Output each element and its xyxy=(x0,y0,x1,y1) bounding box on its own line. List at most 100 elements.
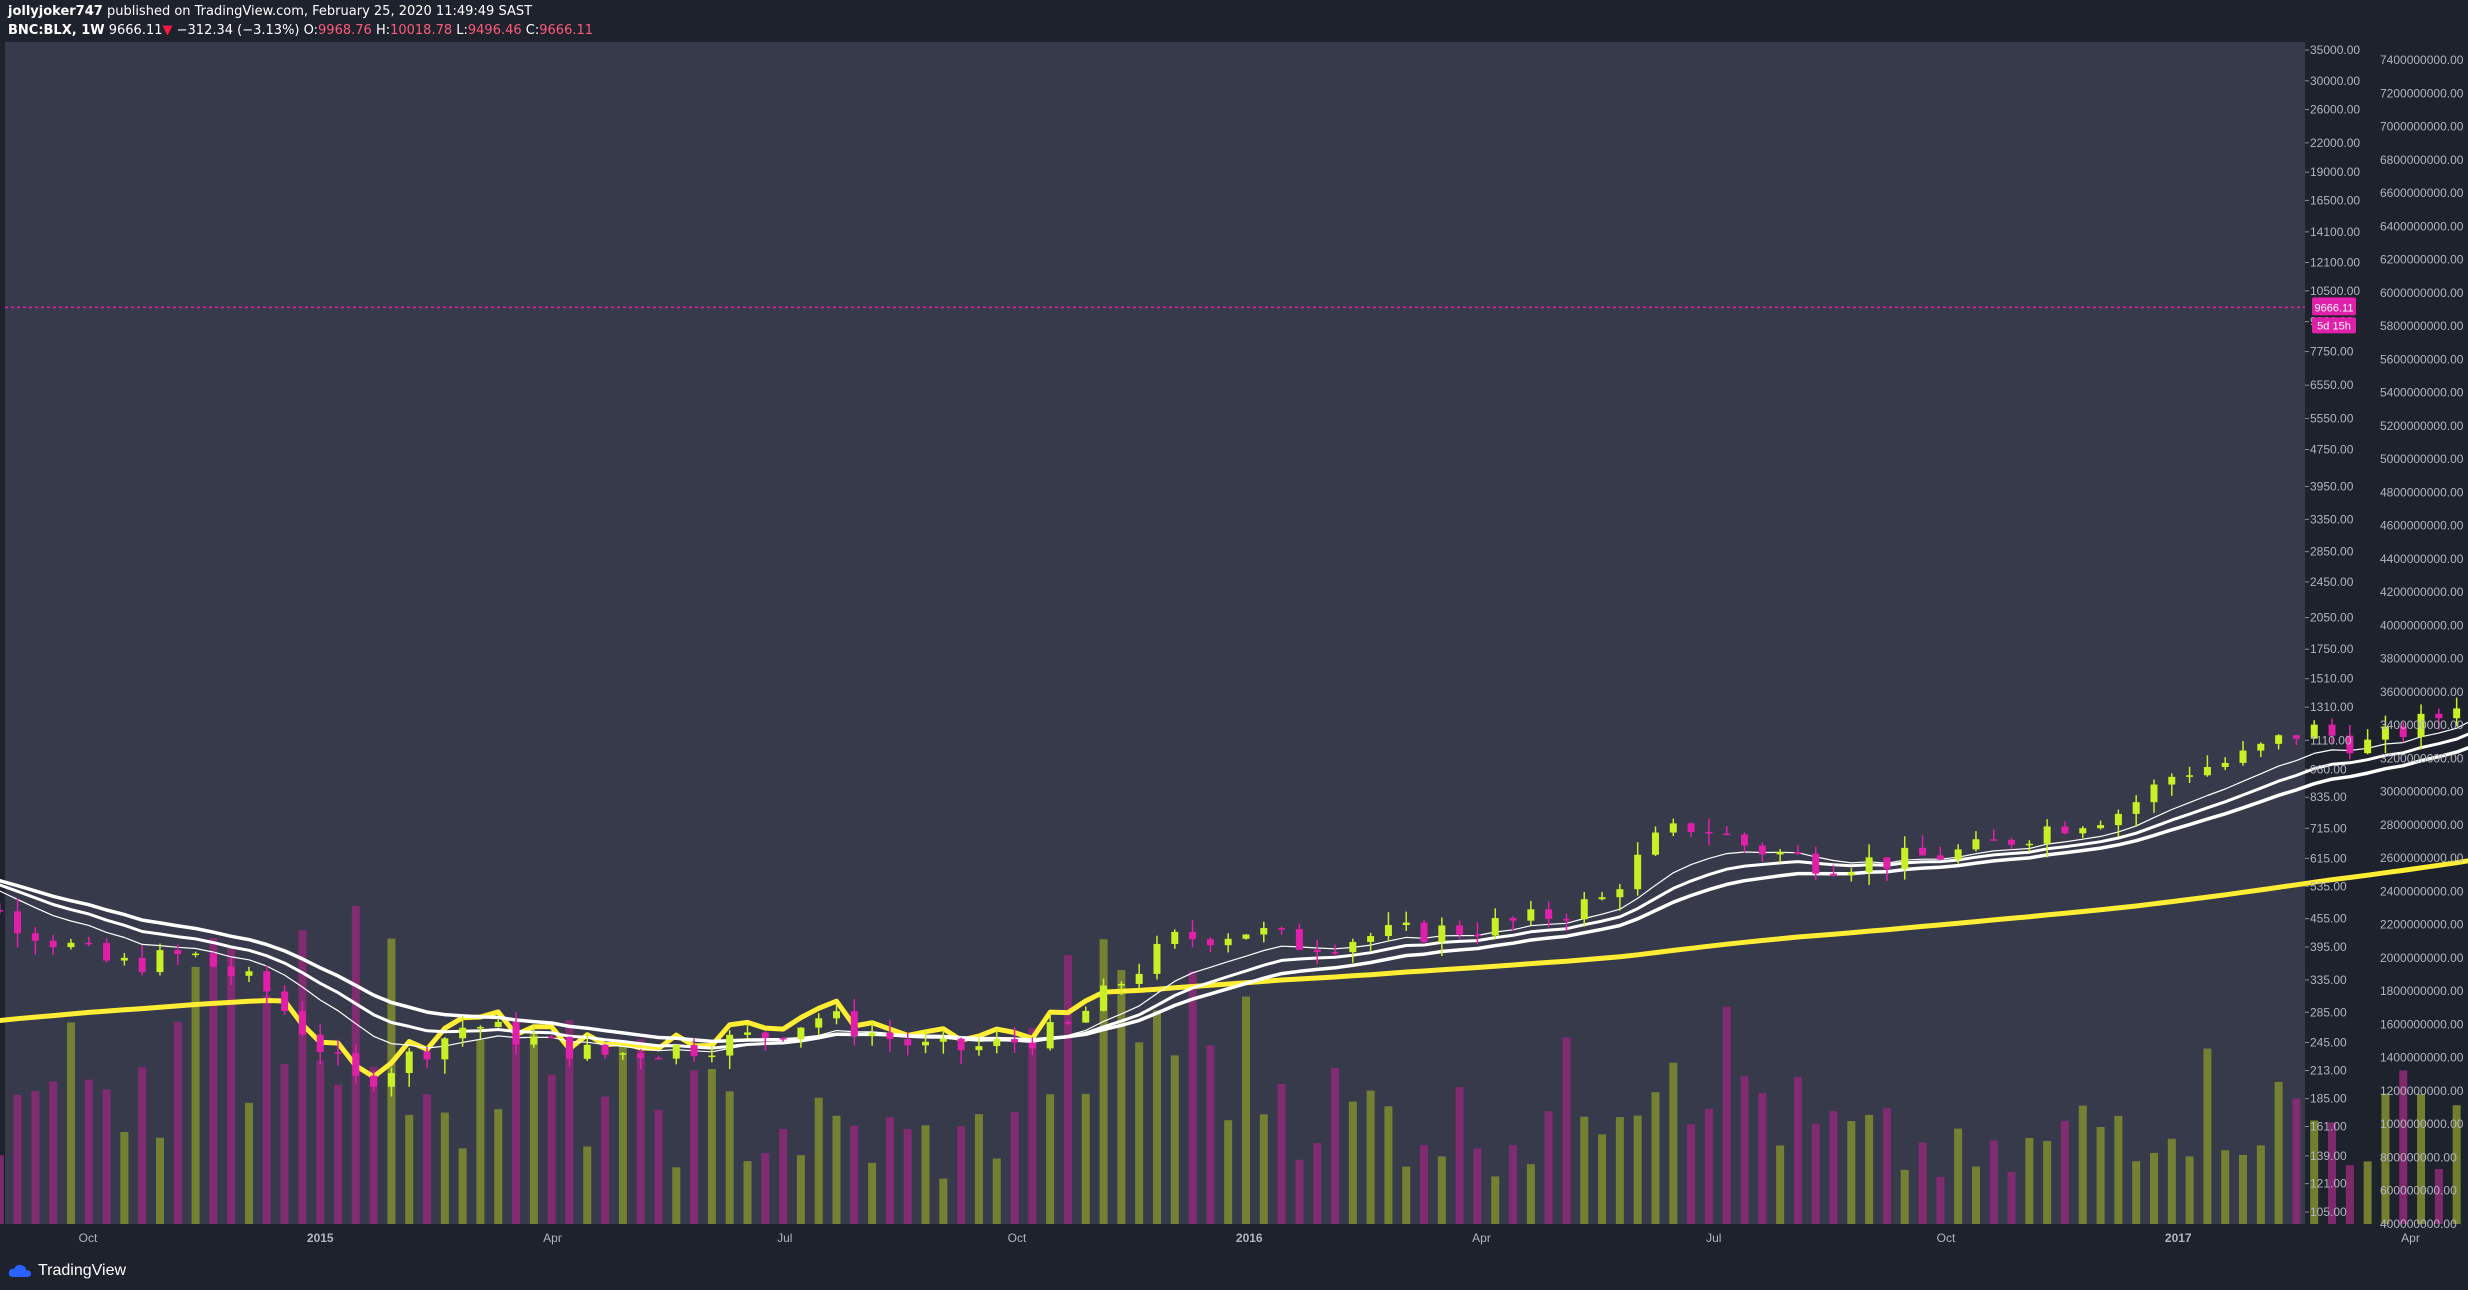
price-tick-label: 161.00 xyxy=(2310,1119,2347,1133)
candle-body xyxy=(654,1057,662,1060)
candle-body xyxy=(14,911,22,934)
price-tick-label: 10500.00 xyxy=(2310,284,2360,298)
volume-bar xyxy=(2328,1122,2337,1224)
close-value: 9666.11 xyxy=(539,23,594,38)
volume-bar xyxy=(1544,1111,1553,1224)
candle-body xyxy=(957,1038,965,1051)
candle-body xyxy=(868,1032,876,1037)
candle-body xyxy=(708,1055,716,1058)
time-tick-label: Oct xyxy=(1937,1231,1956,1245)
volume-bar xyxy=(1633,1115,1642,1224)
low-label: L: xyxy=(456,23,468,38)
volume-bar xyxy=(1010,1111,1019,1224)
candle-body xyxy=(1545,909,1553,920)
candle-body xyxy=(2435,713,2443,719)
volume-bar xyxy=(1758,1092,1767,1224)
candle-body xyxy=(2257,743,2265,751)
price-tick-label: 19000.00 xyxy=(2310,165,2360,179)
volume-bar xyxy=(903,1129,912,1224)
candle-body xyxy=(2328,724,2336,736)
volume-bar xyxy=(31,1091,40,1224)
volume-bar xyxy=(707,1068,716,1224)
time-tick-label: Apr xyxy=(2401,1231,2420,1245)
candle-body xyxy=(2453,708,2461,719)
volume-bar xyxy=(191,966,200,1224)
candle-body xyxy=(548,1036,556,1039)
candle-body xyxy=(886,1032,894,1040)
volume-bar xyxy=(13,1094,22,1224)
price-tick-label: 6550.00 xyxy=(2310,378,2354,392)
price-axis-labels: 35000.00 30000.00 26000.00 22000.00 19000.00… xyxy=(2305,43,2464,1231)
candle-body xyxy=(1367,936,1375,942)
candle-body xyxy=(1278,928,1286,930)
volume-bar xyxy=(155,1137,164,1224)
time-tick-label: 2015 xyxy=(307,1231,334,1245)
candle-body xyxy=(1046,1022,1054,1049)
volume-bar xyxy=(814,1097,823,1224)
candle-body xyxy=(1491,918,1499,936)
volume-bar xyxy=(280,1064,289,1224)
candle-body xyxy=(512,1021,520,1045)
volume-bar xyxy=(1509,1145,1518,1224)
volume-bar xyxy=(244,1102,253,1224)
volume-tick-label: 800000000.00 xyxy=(2380,1150,2457,1164)
volume-bar xyxy=(1526,1164,1535,1224)
candle-body xyxy=(281,991,289,1012)
time-scale[interactable] xyxy=(0,1224,2468,1252)
volume-bar xyxy=(138,1067,147,1224)
badge-price-text: 9666.11 xyxy=(2315,302,2354,314)
candle-body xyxy=(2292,735,2300,739)
candle-body xyxy=(1990,839,1998,841)
candle-body xyxy=(1758,845,1766,855)
volume-bar xyxy=(120,1132,129,1224)
volume-bar xyxy=(102,1089,111,1224)
candle-body xyxy=(1669,823,1677,833)
volume-bar xyxy=(1099,939,1108,1224)
candle-body xyxy=(85,942,93,945)
volume-bar xyxy=(743,1161,752,1224)
price-tick-label: 139.00 xyxy=(2310,1149,2347,1163)
ma-fast-line xyxy=(0,746,2468,1044)
author-name[interactable]: jollyjoker747 xyxy=(8,4,103,19)
volume-tick-label: 400000000.00 xyxy=(2380,1217,2457,1231)
open-label: O: xyxy=(303,23,319,38)
volume-bar xyxy=(173,1021,182,1224)
symbol-label[interactable]: BNC:BLX, 1W xyxy=(8,23,105,38)
volume-tick-label: 6000000000.00 xyxy=(2380,286,2464,300)
candle-body xyxy=(530,1036,538,1045)
candle-body xyxy=(2061,826,2069,834)
volume-tick-label: 1000000000.00 xyxy=(2380,1117,2464,1131)
volume-bar xyxy=(1776,1145,1785,1224)
price-tick-label: 185.00 xyxy=(2310,1092,2347,1106)
moving-average-lines xyxy=(0,721,2468,1080)
volume-bar xyxy=(654,1109,663,1224)
candle-body xyxy=(1206,939,1214,946)
candle-body xyxy=(1260,928,1268,935)
volume-bar xyxy=(1277,1084,1286,1224)
close-label: C: xyxy=(525,23,540,38)
volume-bar xyxy=(1882,1108,1891,1224)
volume-tick-label: 600000000.00 xyxy=(2380,1184,2457,1198)
candle-body xyxy=(49,940,57,948)
volume-bar xyxy=(1259,1114,1268,1224)
volume-bar xyxy=(1562,1037,1571,1224)
price-chart[interactable]: 35000.00 30000.00 26000.00 22000.00 19000.00… xyxy=(0,42,2468,1252)
volume-bar xyxy=(405,1114,414,1224)
candle-body xyxy=(2239,750,2247,763)
volume-bar xyxy=(334,1084,343,1224)
volume-bar xyxy=(1936,1176,1945,1224)
volume-bar xyxy=(939,1178,948,1224)
volume-bar xyxy=(2043,1140,2052,1224)
price-tick-label: 3950.00 xyxy=(2310,479,2354,493)
volume-bar xyxy=(1081,1093,1090,1224)
volume-bar xyxy=(1847,1121,1856,1224)
price-scale[interactable] xyxy=(2305,42,2468,1224)
volume-bar xyxy=(1865,1114,1874,1224)
candle-body xyxy=(2399,726,2407,737)
tradingview-logo[interactable]: TradingView xyxy=(8,1262,126,1280)
candle-body xyxy=(387,1073,395,1087)
candle-body xyxy=(2043,826,2051,844)
candle-body xyxy=(2025,843,2033,846)
volume-tick-label: 1800000000.00 xyxy=(2380,984,2464,998)
price-tick-label: 285.00 xyxy=(2310,1005,2347,1019)
